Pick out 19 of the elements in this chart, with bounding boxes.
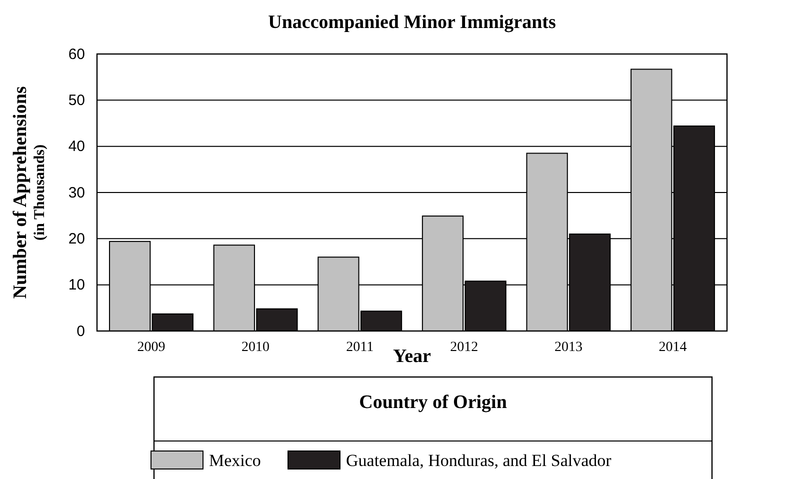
x-tick-label: 2011 (346, 340, 374, 355)
x-tick-label: 2013 (554, 340, 582, 355)
x-tick-label: 2012 (450, 340, 478, 355)
y-tick-label: 10 (68, 276, 85, 294)
y-tick-label: 40 (68, 138, 85, 156)
y-tick-label: 20 (68, 230, 85, 248)
legend-title: Country of Origin (359, 392, 508, 413)
y-tick-label: 50 (68, 92, 85, 109)
legend-label: Guatemala, Honduras, and El Salvador (346, 451, 612, 470)
x-tick-label: 2014 (658, 340, 687, 355)
x-tick-label: 2009 (137, 340, 166, 355)
chart-title: Unaccompanied Minor Immigrants (268, 12, 556, 33)
y-axis-title: Number of Apprehensions (in Thousands) (10, 86, 48, 299)
y-tick-label: 0 (76, 322, 85, 340)
y-tick-label: 60 (68, 46, 85, 63)
x-tick-label: 2010 (242, 340, 270, 355)
legend-label: Mexico (209, 451, 261, 470)
x-axis-title: Year (393, 346, 432, 367)
y-tick-label: 30 (68, 184, 85, 202)
